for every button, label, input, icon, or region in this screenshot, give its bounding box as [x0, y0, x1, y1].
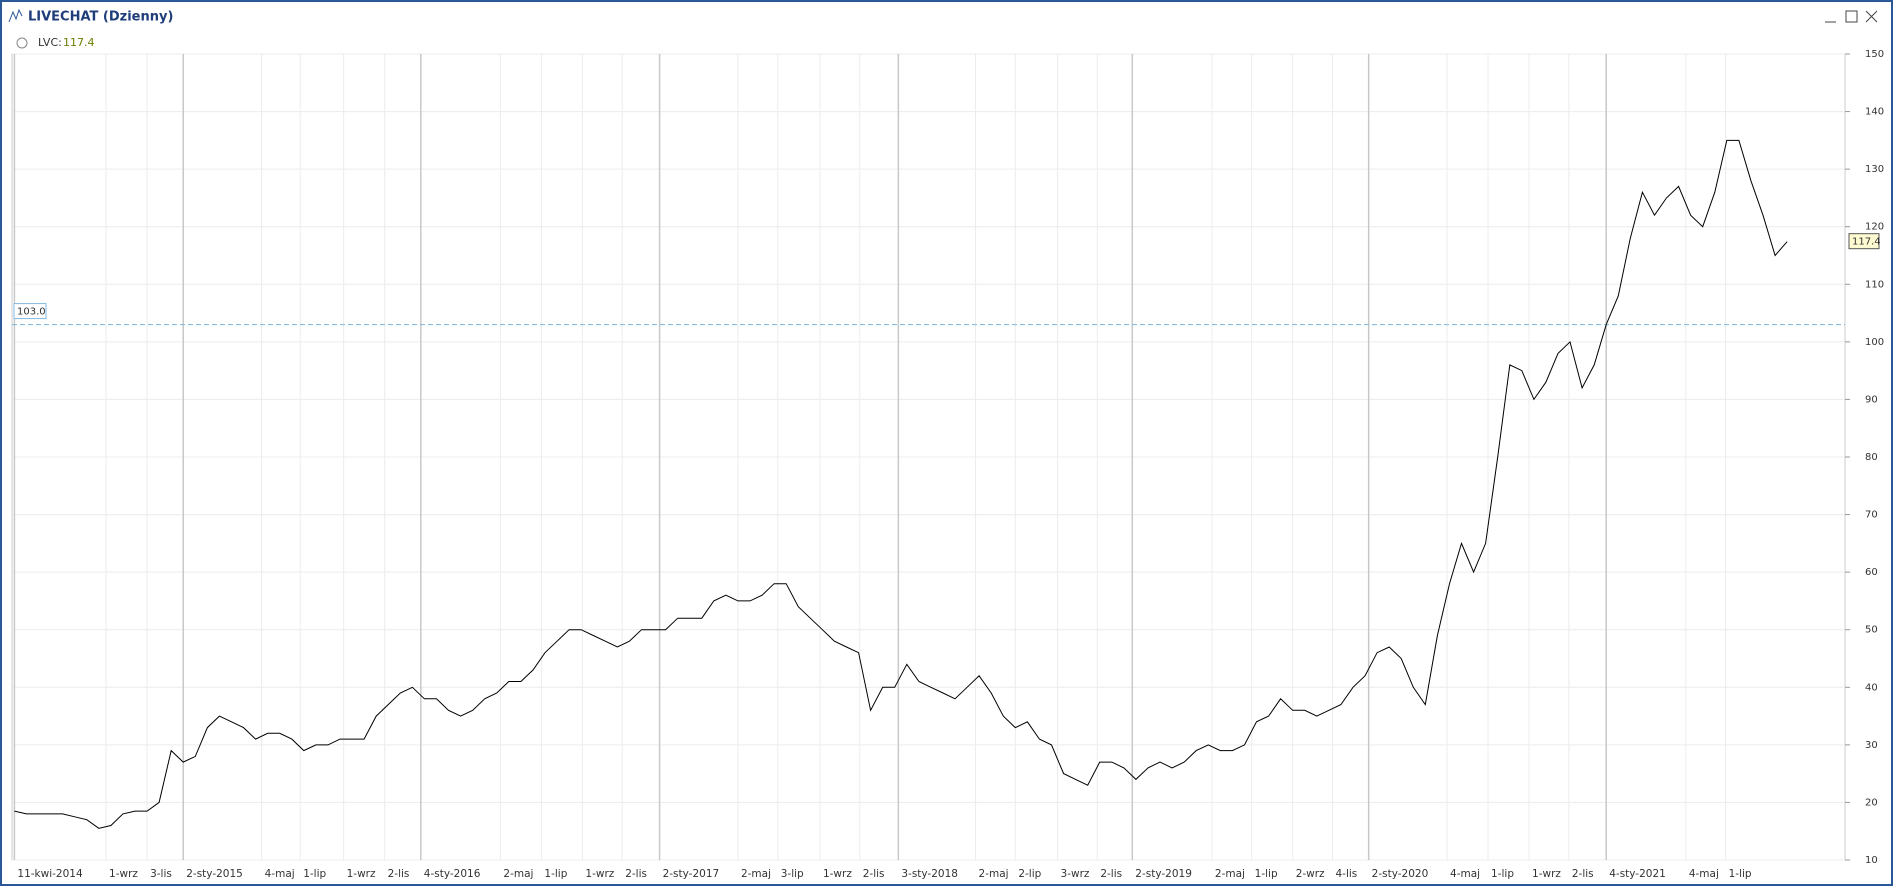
x-tick-label: 2-maj	[979, 868, 1009, 880]
x-tick-label: 1-lip	[1491, 868, 1514, 880]
x-tick-label: 1-wrz	[347, 868, 376, 880]
y-tick-label: 30	[1865, 740, 1878, 751]
x-tick-label: 3-lis	[150, 868, 172, 880]
last-value-box	[1848, 233, 1880, 250]
x-tick-label: 2-lis	[625, 868, 647, 880]
x-tick-label: 4-maj	[1450, 868, 1480, 880]
x-tick-label: 1-wrz	[823, 868, 852, 880]
x-tick-label: 2-maj	[1215, 868, 1245, 880]
x-tick-label: 2-lis	[1100, 868, 1122, 880]
reference-label-box	[13, 303, 47, 320]
y-tick-label: 100	[1865, 337, 1884, 348]
x-tick-label: 2-maj	[503, 868, 533, 880]
x-tick-label: 1-lip	[1729, 868, 1752, 880]
x-tick-label: 1-lip	[1255, 868, 1278, 880]
y-tick-label: 40	[1865, 682, 1878, 693]
x-tick-label: 2-sty-2020	[1372, 868, 1429, 880]
x-tick-label: 4-lis	[1335, 868, 1357, 880]
y-tick-label: 70	[1865, 510, 1878, 521]
x-tick-label: 4-sty-2021	[1609, 868, 1666, 880]
x-tick-label: 1-wrz	[585, 868, 614, 880]
last-value-label: 117.4	[1852, 237, 1881, 248]
x-tick-label: 2-sty-2019	[1135, 868, 1192, 880]
x-tick-label: 4-sty-2016	[424, 868, 481, 880]
y-tick-label: 90	[1865, 394, 1878, 405]
y-tick-label: 20	[1865, 797, 1878, 808]
y-tick-label: 140	[1865, 107, 1884, 118]
x-tick-label: 1-wrz	[1532, 868, 1561, 880]
x-tick-label: 2-lis	[1572, 868, 1594, 880]
x-tick-label: 2-lis	[863, 868, 885, 880]
x-tick-label: 2-sty-2017	[663, 868, 720, 880]
x-tick-label: 2-lip	[1018, 868, 1041, 880]
x-tick-label: 2-lis	[388, 868, 410, 880]
x-tick-label: 4-maj	[265, 868, 295, 880]
y-tick-label: 10	[1865, 855, 1878, 866]
chart-icon	[8, 8, 23, 23]
window-buttons[interactable]	[1825, 10, 1878, 23]
legend-value: 117.4	[63, 36, 95, 49]
y-tick-label: 130	[1865, 164, 1884, 175]
x-tick-label: 1-wrz	[109, 868, 138, 880]
x-tick-label: 2-wrz	[1296, 868, 1325, 880]
x-tick-label: 4-maj	[1689, 868, 1719, 880]
chart-title: LIVECHAT (Dzienny)	[28, 10, 173, 25]
y-tick-label: 50	[1865, 625, 1878, 636]
legend-name: LVC:	[38, 36, 62, 49]
x-tick-label: 1-lip	[303, 868, 326, 880]
y-tick-label: 60	[1865, 567, 1878, 578]
maximize-button[interactable]	[1845, 10, 1858, 23]
x-tick-label: 3-lip	[781, 868, 804, 880]
x-tick-label: 1-lip	[544, 868, 567, 880]
y-tick-label: 150	[1865, 49, 1884, 60]
x-tick-label: 3-sty-2018	[901, 868, 958, 880]
x-tick-label: 3-wrz	[1061, 868, 1090, 880]
y-tick-label: 80	[1865, 452, 1878, 463]
y-tick-label: 110	[1865, 279, 1884, 290]
x-tick-label: 2-maj	[741, 868, 771, 880]
move-icon[interactable]	[16, 37, 28, 49]
reference-label: 103.0	[17, 307, 46, 318]
close-button[interactable]	[1865, 10, 1878, 23]
x-tick-label: 2-sty-2015	[186, 868, 243, 880]
y-tick-label: 120	[1865, 222, 1884, 233]
price-line	[14, 139, 1788, 829]
x-tick-label: 11-kwi-2014	[17, 868, 83, 880]
